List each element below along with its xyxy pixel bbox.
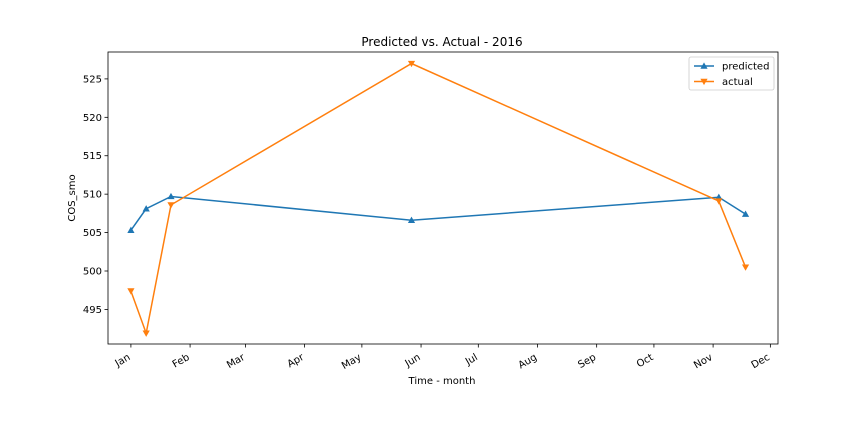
legend-label-actual: actual: [722, 77, 753, 88]
y-tick-label: 515: [83, 151, 102, 162]
data-point-actual: [407, 60, 416, 68]
data-point-predicted: [142, 205, 150, 212]
data-point-actual: [167, 202, 175, 209]
legend-label-predicted: predicted: [722, 62, 769, 73]
x-axis-label: Time - month: [408, 376, 476, 387]
series-line-predicted: [130, 195, 746, 231]
chart-title: Predicted vs. Actual - 2016: [361, 35, 522, 49]
data-point-predicted: [407, 216, 416, 223]
data-point-predicted: [127, 226, 135, 233]
data-point-actual: [715, 198, 723, 205]
y-tick-label: 525: [83, 74, 102, 85]
plot-frame: [107, 51, 779, 345]
legend-marker-predicted: [700, 62, 708, 69]
y-tick-label: 495: [83, 305, 102, 316]
y-tick-label: 510: [83, 190, 102, 201]
data-point-predicted: [167, 192, 175, 200]
data-point-actual: [142, 330, 150, 337]
data-point-actual: [741, 264, 750, 271]
data-point-predicted: [715, 193, 723, 200]
y-tick-label: 505: [83, 228, 102, 239]
y-tick-label: 520: [83, 113, 102, 124]
y-tick-label: 500: [83, 267, 102, 278]
data-point-actual: [127, 288, 135, 295]
legend-marker-actual: [700, 78, 708, 86]
y-axis-label: COS_smo: [67, 174, 78, 221]
legend: predicted actual: [688, 56, 775, 91]
data-point-predicted: [741, 210, 750, 217]
series-line-actual: [130, 62, 747, 337]
